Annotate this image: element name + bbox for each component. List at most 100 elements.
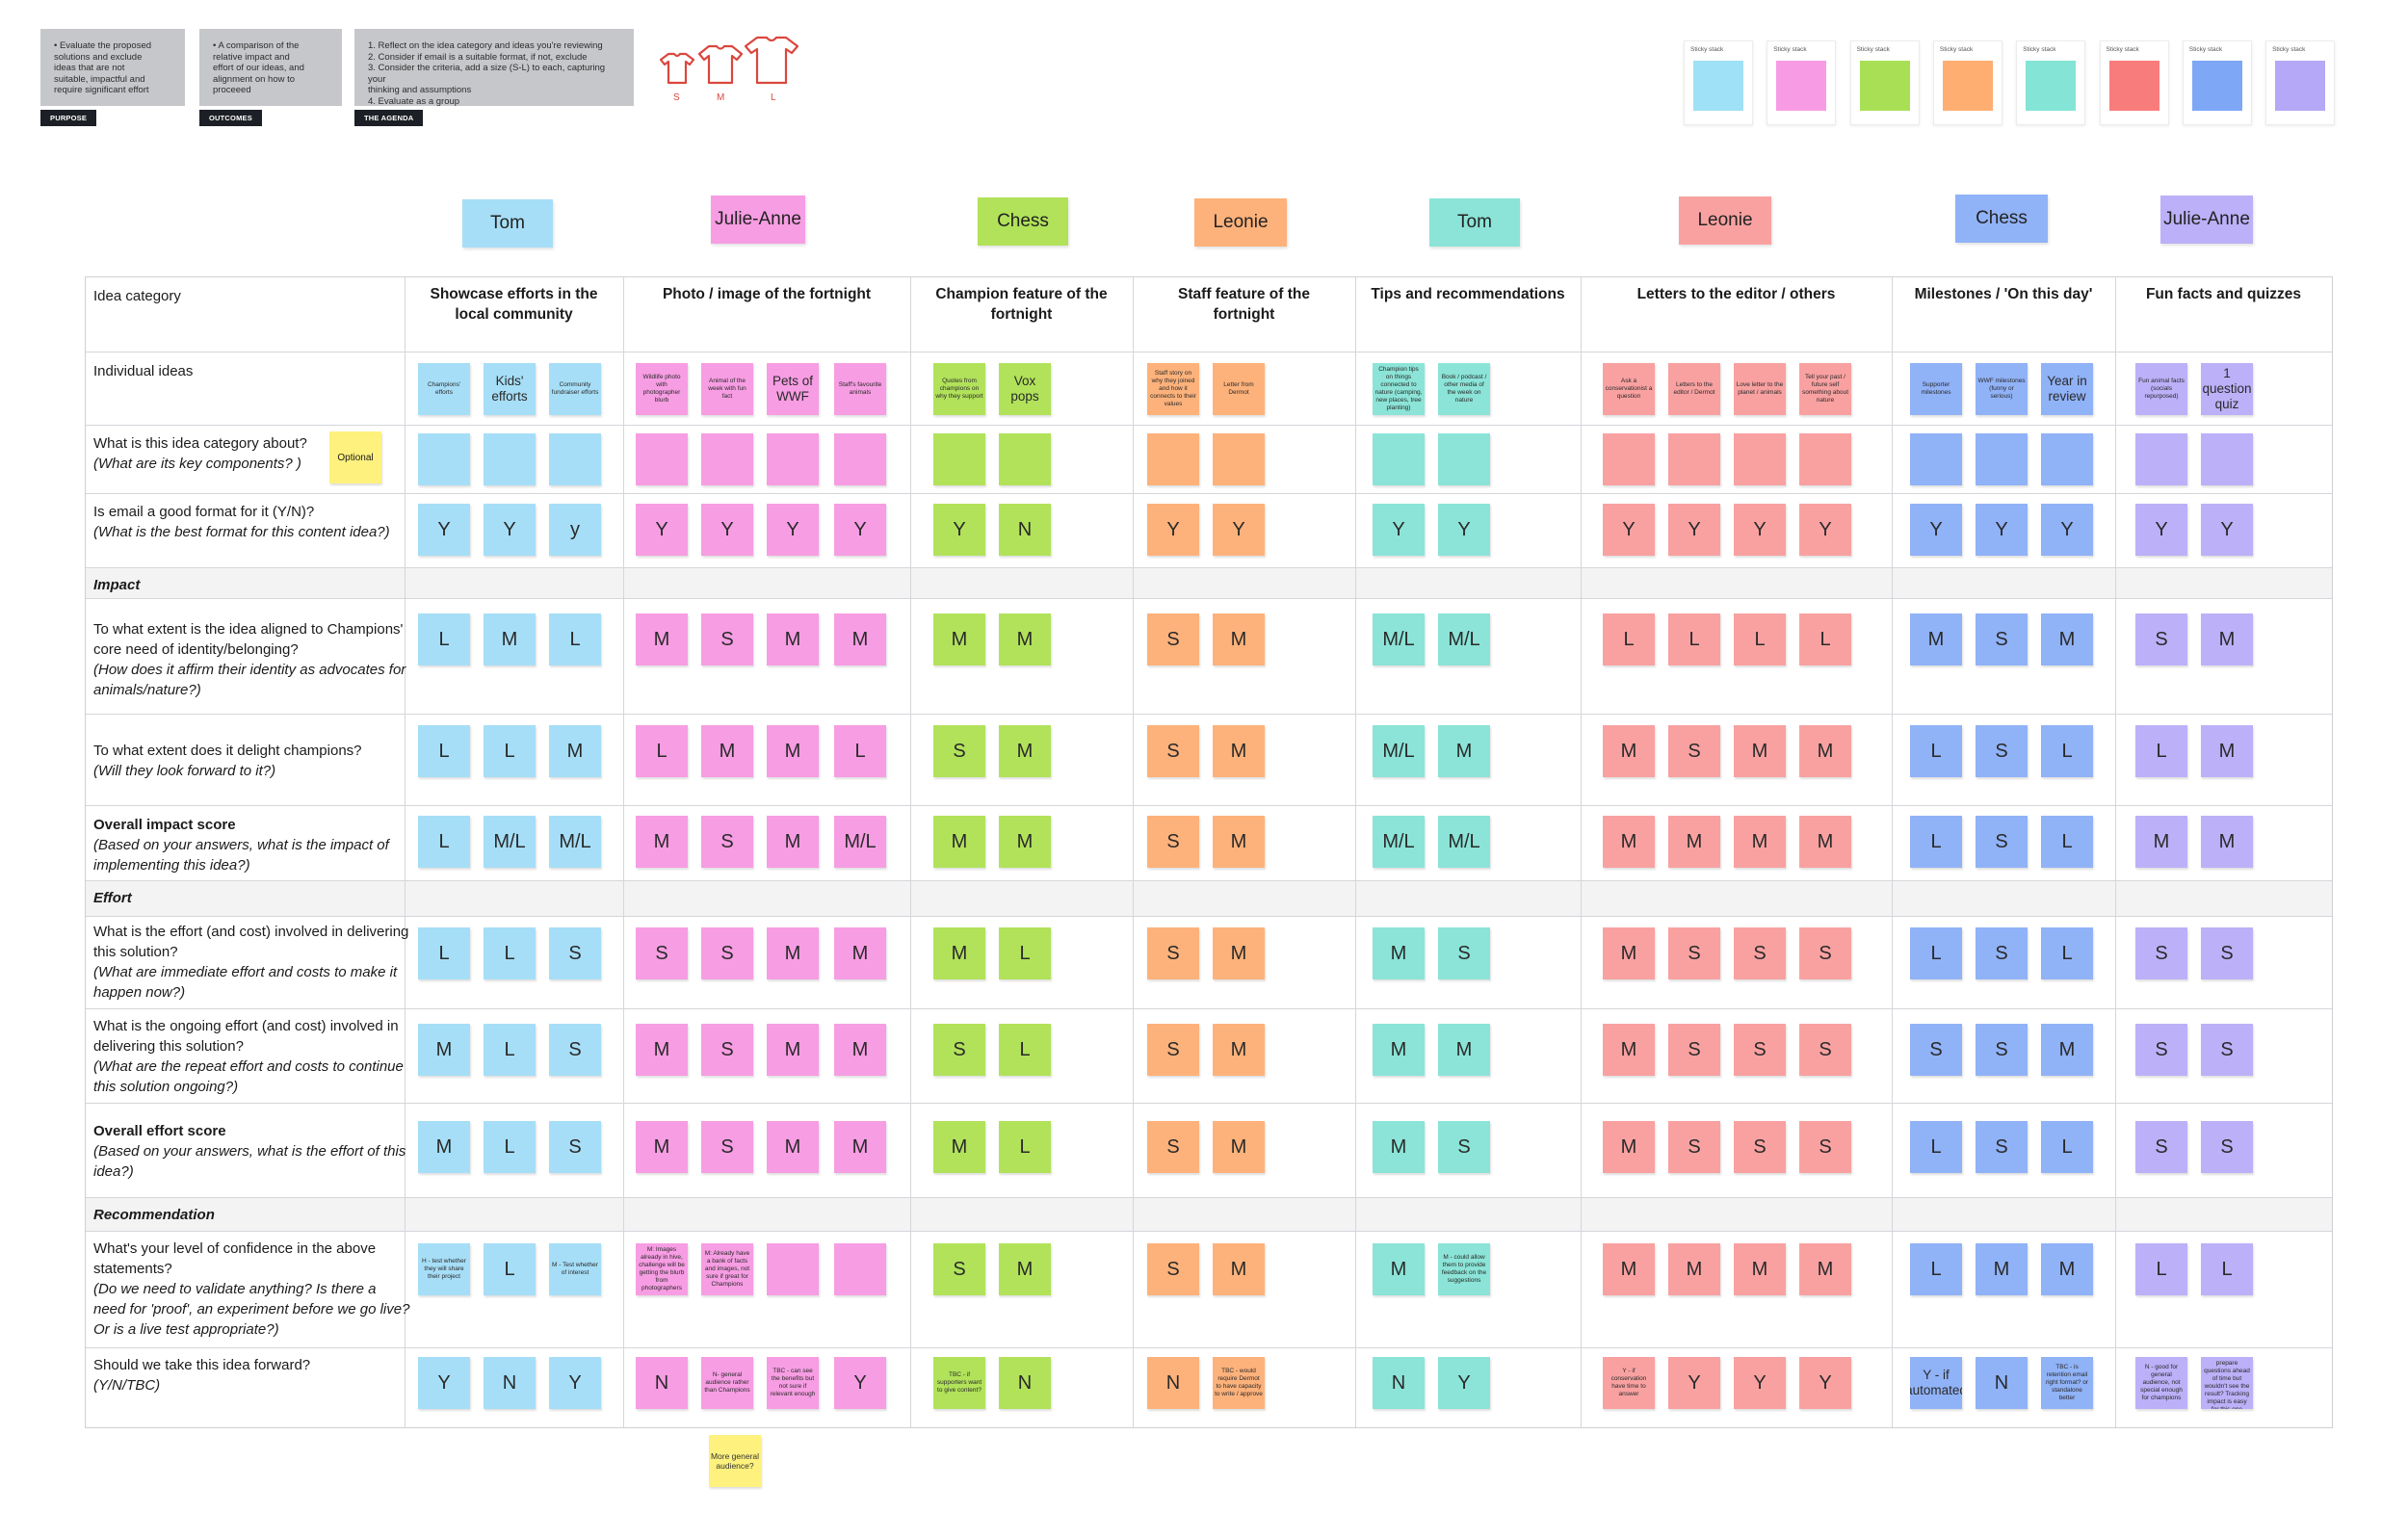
sticky-note[interactable]: M xyxy=(1603,1121,1655,1173)
sticky-note[interactable]: N xyxy=(636,1357,688,1409)
sticky-note[interactable] xyxy=(2041,433,2093,485)
info-card[interactable]: • A comparison of the relative impact an… xyxy=(199,29,342,106)
sticky-note[interactable]: Y xyxy=(1668,1357,1720,1409)
sticky-note[interactable]: N xyxy=(999,1357,1051,1409)
sticky-note[interactable]: S xyxy=(1147,1024,1199,1076)
sticky-note[interactable]: M xyxy=(767,816,819,868)
sticky-note[interactable]: L xyxy=(418,927,470,979)
sticky-note[interactable]: Y xyxy=(484,504,536,556)
sticky-note[interactable] xyxy=(1373,433,1425,485)
sticky-stack[interactable]: Sticky stack xyxy=(2182,40,2252,125)
sticky-note[interactable]: M/L xyxy=(549,816,601,868)
sticky-note[interactable]: TBC - is retention email right format? o… xyxy=(2041,1357,2093,1409)
sticky-note[interactable]: M xyxy=(2201,725,2253,777)
sticky-note[interactable]: M/L xyxy=(1438,816,1490,868)
person-header-note[interactable]: Tom xyxy=(462,199,553,248)
sticky-note[interactable]: S xyxy=(1799,927,1851,979)
sticky-note[interactable]: H - test whether they will share their p… xyxy=(418,1243,470,1295)
sticky-note[interactable]: M xyxy=(636,613,688,665)
sticky-note[interactable]: TBC - would require Dermot to have capac… xyxy=(1213,1357,1265,1409)
sticky-note[interactable]: M xyxy=(1603,1243,1655,1295)
sticky-note[interactable]: M xyxy=(767,725,819,777)
sticky-note[interactable]: M xyxy=(1213,1024,1265,1076)
sticky-note[interactable]: Y - if automated xyxy=(1910,1357,1962,1409)
sticky-note[interactable]: N- general audience rather than Champion… xyxy=(701,1357,753,1409)
sticky-note[interactable]: S xyxy=(1976,816,2028,868)
sticky-stack-note[interactable] xyxy=(2108,61,2159,111)
person-header-note[interactable]: Julie-Anne xyxy=(711,196,805,244)
sticky-note[interactable]: N xyxy=(1147,1357,1199,1409)
sticky-note[interactable]: N - good for general audience, not speci… xyxy=(2135,1357,2187,1409)
sticky-note[interactable]: M xyxy=(636,1121,688,1173)
sticky-note[interactable]: M/L xyxy=(1373,725,1425,777)
sticky-note[interactable]: L xyxy=(484,1243,536,1295)
sticky-note[interactable]: M xyxy=(2041,1243,2093,1295)
sticky-note[interactable]: L xyxy=(999,1121,1051,1173)
sticky-note[interactable]: S xyxy=(1668,1024,1720,1076)
sticky-note[interactable]: M xyxy=(767,927,819,979)
sticky-note[interactable]: S xyxy=(1799,1121,1851,1173)
sticky-note[interactable]: M/L xyxy=(834,816,886,868)
sticky-note[interactable]: L xyxy=(1603,613,1655,665)
sticky-note[interactable]: M xyxy=(1213,1121,1265,1173)
sticky-note[interactable]: M: Images already in hive, challenge wil… xyxy=(636,1243,688,1295)
sticky-note[interactable]: L xyxy=(999,927,1051,979)
sticky-note[interactable]: M xyxy=(1438,1024,1490,1076)
sticky-note[interactable] xyxy=(1603,433,1655,485)
sticky-note[interactable]: S xyxy=(933,1024,985,1076)
sticky-note[interactable] xyxy=(767,1243,819,1295)
sticky-note[interactable]: N xyxy=(1373,1357,1425,1409)
sticky-note[interactable]: Champions' efforts xyxy=(418,363,470,415)
sticky-note[interactable]: M xyxy=(1373,927,1425,979)
sticky-note[interactable]: Y xyxy=(418,1357,470,1409)
sticky-note[interactable]: Y xyxy=(1438,1357,1490,1409)
sticky-note[interactable]: L xyxy=(2041,725,2093,777)
sticky-note[interactable]: L xyxy=(834,725,886,777)
sticky-note[interactable]: Y xyxy=(2201,504,2253,556)
sticky-note[interactable]: Quotes from champions on why they suppor… xyxy=(933,363,985,415)
sticky-note[interactable]: S xyxy=(1976,725,2028,777)
sticky-note[interactable]: S xyxy=(933,725,985,777)
sticky-note[interactable]: M xyxy=(933,816,985,868)
sticky-note[interactable]: M xyxy=(1213,927,1265,979)
sticky-note[interactable]: S xyxy=(1976,927,2028,979)
sticky-note[interactable]: S xyxy=(1976,1024,2028,1076)
optional-note[interactable]: Optional xyxy=(329,431,381,483)
sticky-note[interactable]: Y xyxy=(2041,504,2093,556)
sticky-note[interactable]: M xyxy=(1213,816,1265,868)
sticky-note[interactable]: Book / podcast / other media of the week… xyxy=(1438,363,1490,415)
sticky-note[interactable]: M xyxy=(701,725,753,777)
sticky-note[interactable]: TBC - could prepare questions ahead of t… xyxy=(2201,1357,2253,1409)
sticky-note[interactable]: S xyxy=(1147,816,1199,868)
sticky-note[interactable]: M xyxy=(636,1024,688,1076)
sticky-note[interactable]: S xyxy=(1668,927,1720,979)
sticky-note[interactable]: S xyxy=(2201,927,2253,979)
sticky-note[interactable]: S xyxy=(701,613,753,665)
sticky-note[interactable]: Y xyxy=(1976,504,2028,556)
sticky-note[interactable]: L xyxy=(1799,613,1851,665)
sticky-stack[interactable]: Sticky stack xyxy=(1684,40,1753,125)
sticky-note[interactable]: Y xyxy=(1438,504,1490,556)
sticky-note[interactable]: L xyxy=(1910,725,1962,777)
sticky-note[interactable]: S xyxy=(1147,725,1199,777)
sticky-note[interactable]: S xyxy=(2135,927,2187,979)
sticky-note[interactable]: Y xyxy=(1734,504,1786,556)
sticky-note[interactable]: Y xyxy=(1799,1357,1851,1409)
sticky-note[interactable]: M/L xyxy=(1373,613,1425,665)
sticky-note[interactable]: L xyxy=(418,613,470,665)
sticky-note[interactable]: Y xyxy=(834,504,886,556)
sticky-note[interactable]: L xyxy=(1910,1243,1962,1295)
sticky-note[interactable]: M xyxy=(1668,816,1720,868)
sticky-note[interactable]: S xyxy=(2135,1024,2187,1076)
sticky-note[interactable]: M xyxy=(834,927,886,979)
sticky-note[interactable]: Y xyxy=(1910,504,1962,556)
person-header-note[interactable]: Tom xyxy=(1429,198,1520,247)
sticky-note[interactable]: M xyxy=(1213,613,1265,665)
sticky-note[interactable]: Y xyxy=(2135,504,2187,556)
sticky-note[interactable]: M - could allow them to provide feedback… xyxy=(1438,1243,1490,1295)
sticky-note[interactable]: Y xyxy=(636,504,688,556)
sticky-note[interactable]: M xyxy=(1976,1243,2028,1295)
sticky-note[interactable]: L xyxy=(549,613,601,665)
sticky-note[interactable] xyxy=(636,433,688,485)
sticky-note[interactable]: Y xyxy=(1213,504,1265,556)
